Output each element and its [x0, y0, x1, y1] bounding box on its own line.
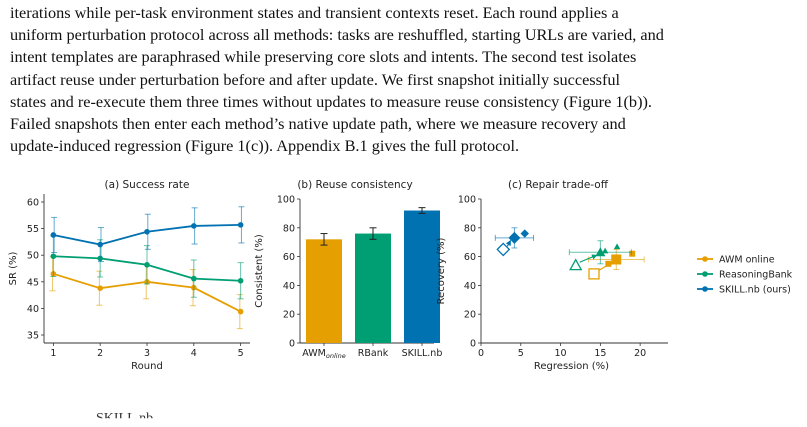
b-x-tick-label: SKILL.nb: [402, 348, 443, 359]
c-trajectory-arrow: [579, 254, 598, 263]
a-x-tick-label: 3: [144, 348, 150, 359]
a-data-point: [97, 241, 103, 248]
legend-label: AWM online: [719, 255, 775, 266]
c-y-tick-label: 0: [470, 339, 476, 350]
b-category-name: SKILL.nb: [402, 348, 443, 359]
c-data-point: [601, 247, 609, 254]
a-data-point: [237, 308, 244, 315]
paragraph-line: uniform perturbation protocol across all…: [10, 25, 664, 45]
c-y-axis-label: Recovery (%): [436, 237, 447, 304]
a-data-point: [50, 232, 57, 238]
a-y-axis-label: SR (%): [8, 252, 19, 286]
b-bar: [404, 210, 440, 343]
c-start-marker: [496, 242, 511, 257]
legend-label: ReasoningBank: [719, 270, 793, 281]
c-data-point: [605, 260, 612, 267]
c-start-marker: [588, 268, 600, 280]
a-x-tick-label: 2: [97, 348, 103, 359]
caption-fragment: SKILL.nb: [96, 411, 154, 426]
a-data-point: [50, 253, 57, 260]
c-start-marker: [569, 258, 583, 271]
a-x-tick-label: 4: [191, 348, 197, 359]
legend-swatch-marker: [702, 271, 708, 277]
c-x-tick-label: 5: [518, 348, 524, 359]
a-y-tick-label: 40: [27, 304, 39, 315]
a-y-tick-label: 55: [27, 224, 39, 235]
b-y-tick-label: 20: [283, 310, 295, 321]
b-bar: [306, 239, 342, 343]
b-y-tick-label: 0: [289, 339, 295, 350]
b-y-tick-label: 80: [283, 223, 295, 234]
paragraph-line: Failed snapshots then enter each method’…: [10, 114, 626, 134]
a-series-line: [53, 223, 241, 246]
c-main-point: [611, 254, 622, 265]
b-bar: [355, 233, 391, 343]
legend-label: SKILL.nb (ours): [719, 285, 791, 296]
paragraph-line: update-induced regression (Figure 1(c)).…: [10, 136, 520, 156]
a-y-tick-label: 50: [27, 251, 39, 262]
b-x-tick-label: AWMonline: [302, 348, 345, 360]
paragraph-line: intent templates are paraphrased while p…: [10, 47, 637, 67]
c-x-tick-label: 0: [478, 348, 484, 359]
b-category-subscript: online: [326, 352, 346, 360]
a-data-point: [237, 222, 244, 228]
a-x-tick-label: 1: [50, 348, 56, 359]
legend-swatch-marker: [702, 256, 708, 262]
paragraph-line: artifact reuse under perturbation before…: [10, 69, 621, 89]
c-data-point: [520, 229, 529, 238]
c-y-tick-label: 20: [464, 310, 476, 321]
b-category-name: AWM: [302, 348, 326, 359]
c-data-point: [613, 243, 621, 250]
body-paragraph: iterations while per-task environment st…: [10, 2, 797, 157]
c-y-tick-label: 60: [464, 252, 476, 263]
a-data-point: [97, 285, 103, 291]
a-x-axis-label: Round: [131, 361, 163, 372]
b-category-name: RBank: [358, 348, 389, 359]
b-y-tick-label: 40: [283, 281, 295, 292]
c-chart-title: (c) Repair trade-off: [508, 179, 609, 191]
a-chart-title: (a) Success rate: [105, 179, 190, 191]
legend-swatch-marker: [702, 286, 708, 292]
c-x-tick-label: 15: [594, 348, 606, 359]
a-data-point: [191, 275, 197, 282]
c-main-point: [595, 247, 606, 257]
a-y-tick-label: 45: [27, 277, 39, 288]
b-chart-title: (b) Reuse consistency: [297, 179, 412, 191]
a-data-point: [191, 223, 197, 229]
a-data-point: [237, 277, 244, 284]
b-y-axis-label: Consistent (%): [254, 234, 265, 308]
b-y-tick-label: 60: [283, 252, 295, 263]
paragraph-line: states and re-execute them three times w…: [10, 91, 652, 111]
a-data-point: [144, 261, 150, 268]
c-data-point: [629, 250, 636, 257]
c-x-tick-label: 10: [555, 348, 567, 359]
paragraph-line: iterations while per-task environment st…: [10, 3, 619, 22]
a-data-point: [144, 228, 150, 235]
a-data-point: [97, 255, 103, 262]
c-x-axis-label: Regression (%): [534, 361, 609, 372]
c-x-tick-label: 20: [634, 348, 646, 359]
b-x-tick-label: RBank: [358, 348, 389, 359]
c-y-tick-label: 100: [458, 195, 476, 206]
b-y-tick-label: 100: [277, 195, 295, 206]
c-main-point: [508, 231, 521, 244]
c-y-tick-label: 40: [464, 281, 476, 292]
c-y-tick-label: 80: [464, 223, 476, 234]
a-y-tick-label: 35: [27, 331, 39, 342]
c-trajectory-arrow: [505, 239, 511, 247]
a-y-tick-label: 60: [27, 197, 39, 208]
a-x-tick-label: 5: [238, 348, 244, 359]
